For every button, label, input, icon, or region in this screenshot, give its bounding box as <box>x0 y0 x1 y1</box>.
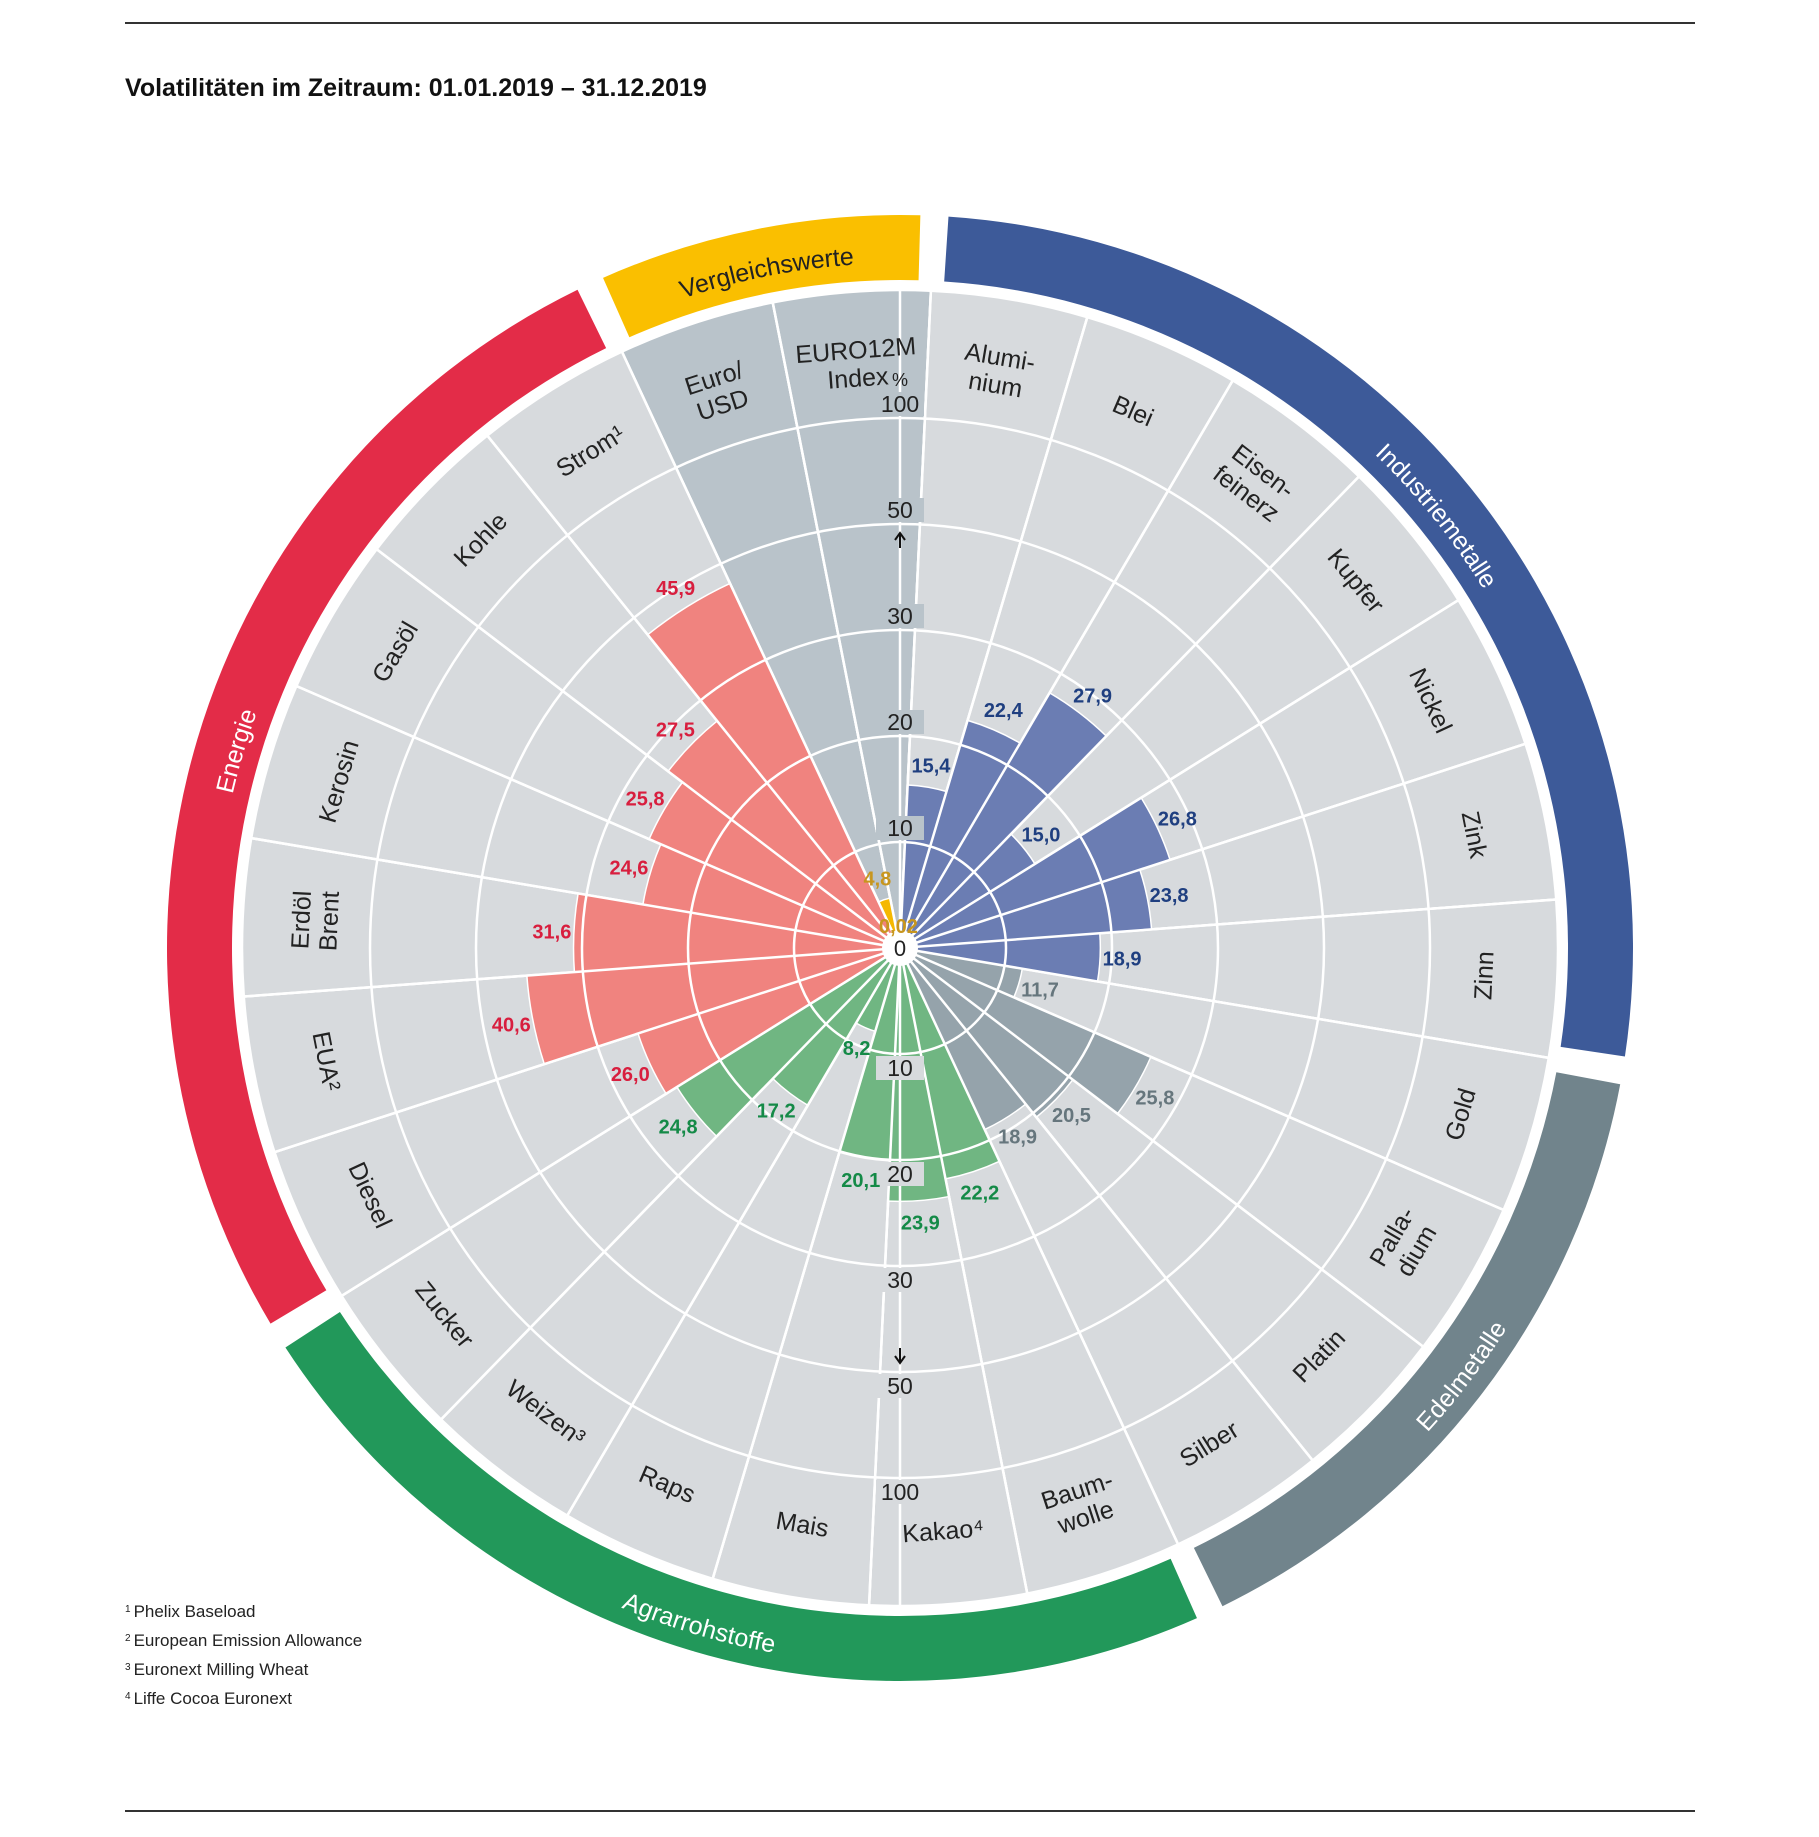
value-label-baum-wolle: 22,2 <box>960 1183 999 1205</box>
value-label-kupfer: 15,0 <box>1022 824 1061 846</box>
value-label-blei: 22,4 <box>984 700 1024 722</box>
scale-tick-label: 100 <box>881 391 919 417</box>
scale-tick-bg <box>876 392 924 416</box>
scale-tick-label: 30 <box>887 1267 913 1293</box>
value-label-euro-usd: 4,8 <box>863 869 891 891</box>
value-label-gasöl: 25,8 <box>626 789 665 811</box>
category-label-kakao: Kakao⁴ <box>901 1514 984 1548</box>
scale-tick-layer: 10 10 20 20 30 30 50 50 100 100% <box>876 370 924 1505</box>
value-label-nickel: 26,8 <box>1158 809 1197 831</box>
value-label-euro12m-index: 0,02 <box>879 916 918 938</box>
footnotes: 1 Phelix Baseload 2 European Emission Allo… <box>125 1596 362 1712</box>
scale-tick-bg <box>876 604 924 628</box>
grid-spoke <box>771 302 902 949</box>
bottom-rule <box>125 1810 1695 1812</box>
scale-tick-label: 20 <box>887 1161 913 1187</box>
grid-spoke <box>711 947 902 1580</box>
top-rule <box>125 22 1695 24</box>
grid-spoke <box>899 898 1557 950</box>
scale-break-arrow-up <box>894 531 906 548</box>
scale-tick-label: 100 <box>881 1479 919 1505</box>
category-label-erdöl-brent: ErdölBrent <box>286 889 345 951</box>
grid-spoke <box>243 946 901 998</box>
group-band-industriemetalle <box>944 216 1634 1057</box>
chart-title: Volatilitäten im Zeitraum: 01.01.2019 – … <box>125 74 707 102</box>
value-label-gold: 11,7 <box>1021 980 1059 1002</box>
grid-spoke <box>375 548 901 949</box>
group-band-agrarrohstoffe <box>285 1312 1197 1682</box>
value-label-eua: 40,6 <box>492 1015 531 1037</box>
value-label-kerosin: 24,6 <box>609 858 648 880</box>
value-label-eisen-feinerz: 27,9 <box>1073 685 1112 707</box>
grid-spoke <box>486 434 901 949</box>
grid-spoke <box>899 946 1505 1212</box>
value-label-weizen: 17,2 <box>757 1101 796 1123</box>
value-label-platin: 20,5 <box>1052 1105 1091 1127</box>
grid-spoke <box>340 946 901 1297</box>
scale-break-arrow-down <box>894 1348 906 1365</box>
scale-tick-bg <box>876 1268 924 1292</box>
category-label-zinn: Zinn <box>1469 951 1499 1001</box>
footnote-3: 3 Euronext Milling Wheat <box>125 1660 309 1679</box>
value-label-layer: 4,8 0,02 15,4 22,4 27,9 15,0 26,8 23,8 18,9 11,7 2… <box>492 578 1197 1235</box>
center-label: 0 <box>894 936 906 961</box>
scale-tick-label: 10 <box>887 1055 913 1081</box>
group-band-vergleichswerte <box>603 215 921 338</box>
grid-spoke <box>899 742 1526 950</box>
grid-spoke <box>898 947 1180 1545</box>
grid-spoke <box>899 946 1549 1060</box>
scale-tick-bg <box>876 1374 924 1398</box>
grid-spoke <box>898 947 1029 1594</box>
scale-tick-bg <box>876 710 924 734</box>
footnote-4: 4 Liffe Cocoa Euronext <box>125 1689 293 1708</box>
grid-spoke <box>251 836 901 950</box>
value-label-zink: 23,8 <box>1150 885 1189 907</box>
grid-spoke <box>295 684 901 950</box>
bar-layer <box>526 582 1172 1203</box>
scale-tick-bg <box>876 1480 924 1504</box>
value-label-mais: 20,1 <box>841 1170 880 1192</box>
value-label-erdöl-brent: 31,6 <box>532 922 571 944</box>
scale-unit-label: % <box>892 370 908 390</box>
grid-spoke <box>620 351 902 949</box>
value-label-zucker: 24,8 <box>659 1117 698 1139</box>
group-band-layer: VergleichswerteIndustriemetalleEdelmetal… <box>167 215 1634 1682</box>
scale-tick-label: 20 <box>887 709 913 735</box>
group-band-edelmetalle <box>1193 1072 1621 1607</box>
scale-tick-bg <box>876 1056 924 1080</box>
scale-tick-bg <box>876 816 924 840</box>
grid-spoke <box>898 316 1089 949</box>
grid-spoke <box>899 947 1314 1462</box>
value-label-palla-dium: 25,8 <box>1135 1087 1174 1109</box>
grid-spoke <box>440 947 901 1421</box>
value-label-kakao: 23,9 <box>901 1213 940 1235</box>
value-label-strom: 45,9 <box>656 578 695 600</box>
scale-tick-bg <box>876 498 924 522</box>
grid-spoke <box>899 475 1360 949</box>
value-label-zinn: 18,9 <box>1103 948 1142 970</box>
scale-tick-label: 10 <box>887 815 913 841</box>
scale-tick-label: 50 <box>887 497 913 523</box>
scale-tick-label: 30 <box>887 603 913 629</box>
value-label-diesel: 26,0 <box>611 1064 650 1086</box>
grid-spoke <box>566 947 902 1517</box>
footnote-1: 1 Phelix Baseload <box>125 1602 256 1621</box>
value-label-kohle: 27,5 <box>656 719 695 741</box>
scale-tick-label: 50 <box>887 1373 913 1399</box>
grid-spoke <box>274 946 901 1154</box>
grid-spoke <box>898 379 1234 949</box>
grid-spoke <box>899 947 1425 1348</box>
value-label-raps: 8,2 <box>843 1038 871 1060</box>
group-band-energie <box>167 289 607 1324</box>
value-label-silber: 18,9 <box>998 1127 1037 1149</box>
grid-spoke <box>899 599 1460 950</box>
value-label-alumi-nium: 15,4 <box>911 755 951 777</box>
center-disc <box>882 930 918 966</box>
scale-tick-bg <box>876 1162 924 1186</box>
footnote-2: 2 European Emission Allowance <box>125 1631 363 1650</box>
